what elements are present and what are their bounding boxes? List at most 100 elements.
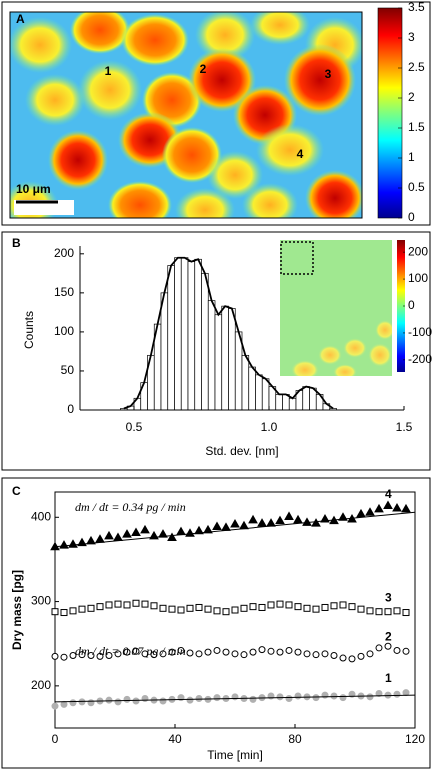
point (158, 529, 168, 538)
point (375, 689, 383, 697)
point (168, 648, 176, 656)
point (401, 503, 411, 513)
cell-label: 3 (325, 67, 332, 81)
panel-frame (1, 477, 431, 769)
point (293, 514, 303, 524)
point (195, 650, 203, 658)
inset-image (280, 240, 392, 376)
point (267, 647, 275, 655)
point (285, 646, 293, 654)
bar (275, 394, 283, 411)
bar (180, 257, 189, 411)
colorbar-tick-label: 0 (408, 210, 415, 224)
y-tick-label: 50 (61, 363, 75, 377)
point (59, 540, 69, 549)
inset-colorbar (397, 240, 405, 372)
point (375, 608, 383, 616)
cell-label: 2 (200, 62, 207, 76)
point (276, 600, 284, 608)
point (69, 652, 77, 660)
bar (167, 265, 175, 411)
inset-colorbar-tick-label: -100 (408, 325, 432, 339)
point (114, 600, 122, 608)
point (275, 515, 285, 525)
phase-image (10, 12, 362, 218)
x-tick-label: 120 (405, 732, 425, 746)
bar (234, 331, 243, 411)
colorbar (377, 7, 403, 219)
point (87, 699, 95, 707)
bar (241, 354, 250, 411)
point (114, 650, 122, 658)
bar (160, 292, 169, 411)
point (402, 609, 410, 617)
point (240, 651, 248, 659)
series-label: 2 (385, 629, 392, 643)
point (105, 696, 113, 704)
bar (302, 386, 310, 411)
colorbar-tick-label: 3.5 (408, 0, 425, 14)
x-axis-title: Std. dev. [nm] (205, 444, 278, 458)
point (96, 652, 104, 660)
bar (261, 378, 270, 411)
point (87, 604, 95, 612)
point (294, 692, 302, 700)
point (132, 647, 140, 655)
cell-label: 1 (105, 64, 112, 78)
point (303, 650, 311, 658)
fit-line (54, 511, 416, 548)
point (356, 508, 366, 518)
point (383, 500, 393, 509)
point (150, 602, 158, 610)
point (393, 646, 401, 654)
point (87, 652, 95, 660)
panel-letter: C (12, 484, 21, 498)
point (303, 604, 311, 612)
colorbar-tick-label: 1.5 (408, 120, 425, 134)
point (95, 534, 105, 543)
point (186, 604, 194, 612)
colorbar-tick-label: 0.5 (408, 180, 425, 194)
panel-letter: B (12, 236, 21, 250)
point (294, 648, 302, 656)
point (150, 651, 158, 659)
x-tick-label: 40 (168, 732, 182, 746)
fit-line (54, 694, 416, 703)
point (177, 646, 185, 654)
point (213, 646, 221, 654)
point (60, 700, 68, 708)
point (339, 694, 347, 702)
inset-roi (280, 241, 314, 275)
point (366, 607, 374, 615)
point (68, 539, 78, 548)
x-tick-label: 80 (288, 732, 302, 746)
point (51, 608, 59, 616)
point (230, 519, 240, 528)
point (69, 699, 77, 707)
point (105, 601, 113, 609)
colorbar-tick-label: 3 (408, 30, 415, 44)
point (213, 607, 221, 615)
point (240, 604, 248, 612)
y-tick-label: 100 (54, 324, 74, 338)
point (132, 599, 140, 607)
point (123, 695, 131, 703)
point (122, 529, 132, 538)
point (132, 697, 140, 705)
point (78, 651, 86, 659)
point (285, 695, 293, 702)
point (177, 606, 185, 614)
series-label: 4 (385, 487, 392, 501)
point (194, 525, 204, 535)
point (51, 702, 59, 710)
point (330, 692, 338, 700)
point (330, 602, 338, 610)
point (159, 697, 167, 705)
point (104, 530, 114, 540)
point (312, 694, 320, 702)
point (159, 604, 167, 612)
point (375, 644, 383, 652)
panel-frame (1, 231, 431, 471)
point (213, 694, 221, 702)
point (141, 600, 149, 608)
